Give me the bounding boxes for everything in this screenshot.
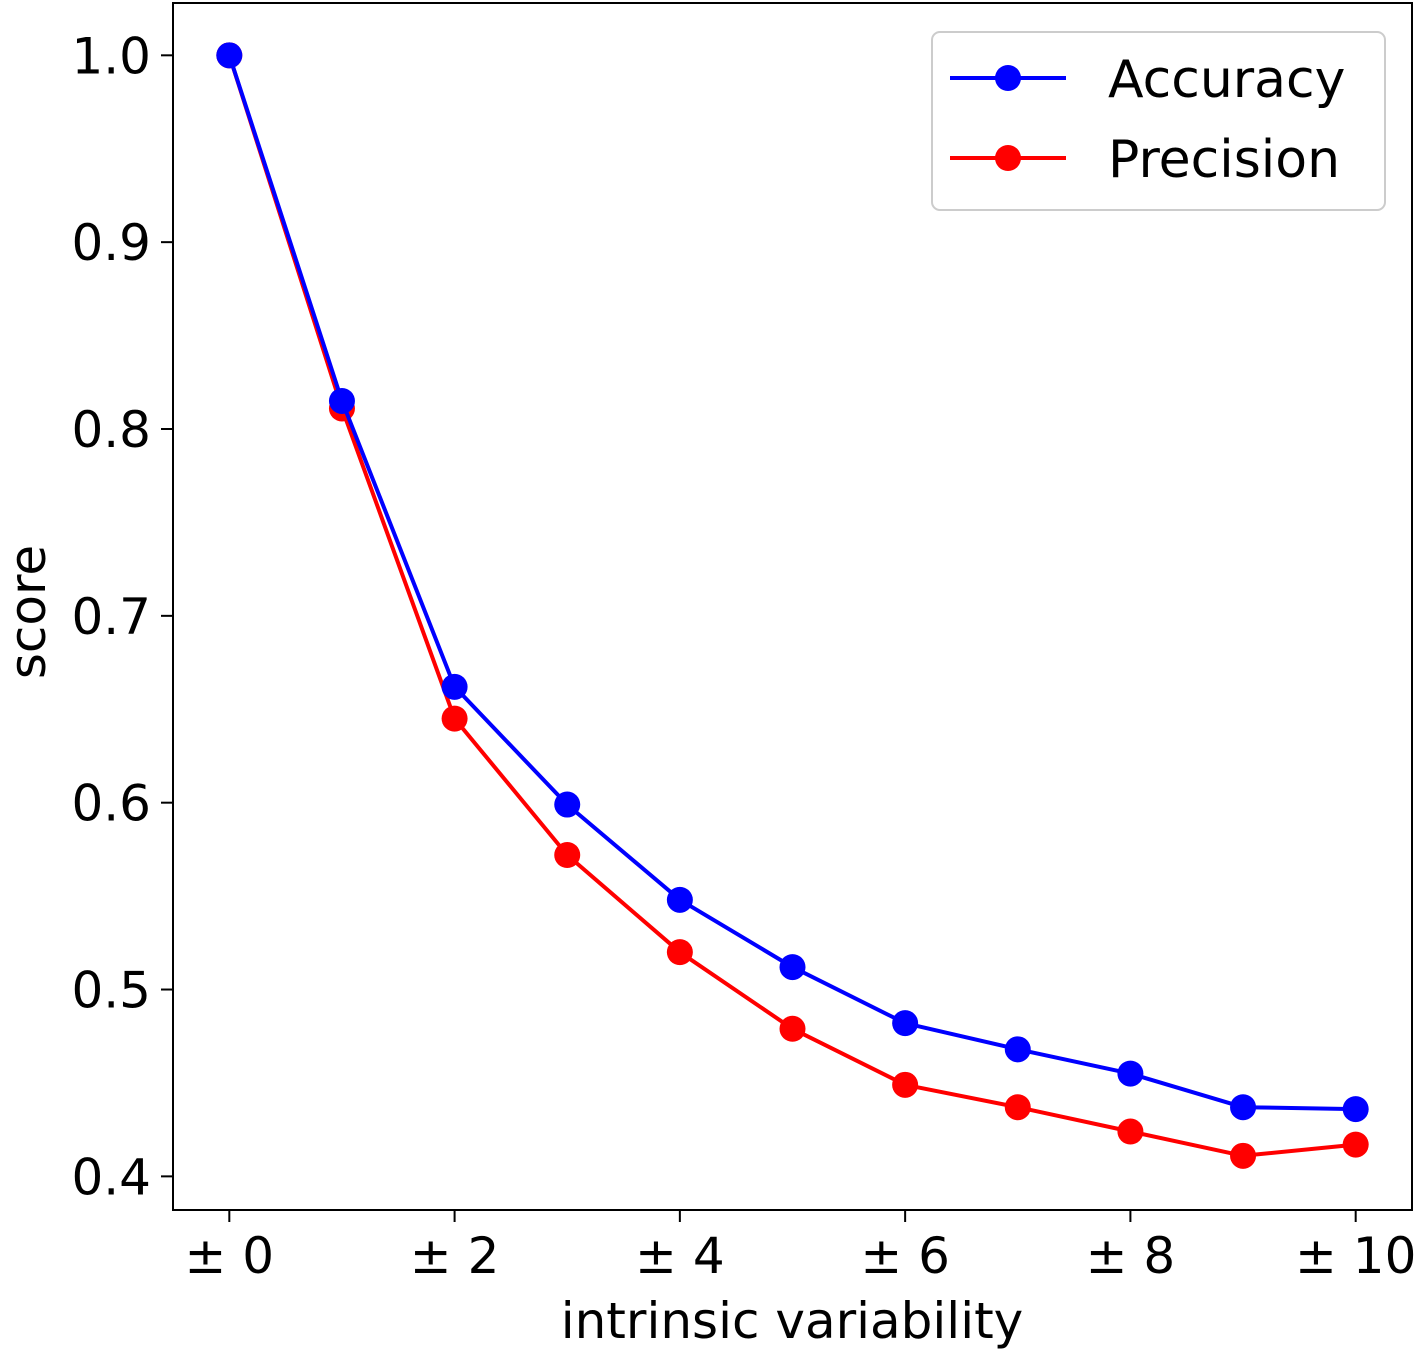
accuracy-point-10 [1342,1096,1369,1123]
x-tick-label-2: ± 4 [635,1227,725,1285]
legend-precision-marker [995,145,1021,171]
accuracy-series [216,42,1369,1123]
precision-point-8 [1117,1118,1144,1145]
accuracy-point-9 [1230,1094,1257,1121]
y-tick-label-5: 0.9 [71,214,151,272]
x-tick-label-5: ± 10 [1295,1227,1416,1285]
x-tick-label-3: ± 6 [860,1227,950,1285]
accuracy-point-5 [779,954,806,981]
precision-point-5 [779,1015,806,1042]
y-tick-label-4: 0.8 [71,401,151,459]
plot-frame [172,2,1413,1211]
x-axis: ± 0 ± 2 ± 4 ± 6 ± 8 ± 10 [185,1210,1416,1285]
precision-point-6 [892,1071,919,1098]
legend-precision-label: Precision [1108,130,1340,190]
accuracy-point-2 [441,673,468,700]
x-tick-label-0: ± 0 [185,1227,275,1285]
accuracy-point-8 [1117,1060,1144,1087]
y-tick-label-1: 0.5 [71,962,151,1020]
x-axis-label: intrinsic variability [561,1292,1024,1350]
y-tick-label-0: 0.4 [71,1148,151,1206]
legend: Accuracy Precision [931,31,1386,211]
accuracy-point-4 [666,886,693,913]
accuracy-point-0 [216,42,243,69]
precision-point-2 [441,705,468,732]
y-tick-label-6: 1.0 [71,27,151,85]
y-tick-label-2: 0.6 [71,775,151,833]
x-tick-label-1: ± 2 [410,1227,500,1285]
legend-accuracy-marker [995,65,1021,91]
x-tick-label-4: ± 8 [1086,1227,1176,1285]
precision-point-10 [1342,1131,1369,1158]
accuracy-point-6 [892,1010,919,1037]
accuracy-point-3 [554,791,581,818]
legend-accuracy-label: Accuracy [1108,50,1345,110]
precision-point-4 [666,939,693,966]
y-axis: 0.4 0.5 0.6 0.7 0.8 0.9 1.0 [71,27,173,1206]
precision-point-9 [1230,1142,1257,1169]
accuracy-point-1 [328,387,355,414]
series-layer [216,42,1369,1169]
y-tick-label-3: 0.7 [71,588,151,646]
precision-point-3 [554,842,581,868]
accuracy-point-7 [1004,1036,1031,1063]
y-axis-label: score [0,545,57,679]
precision-point-7 [1004,1094,1031,1121]
